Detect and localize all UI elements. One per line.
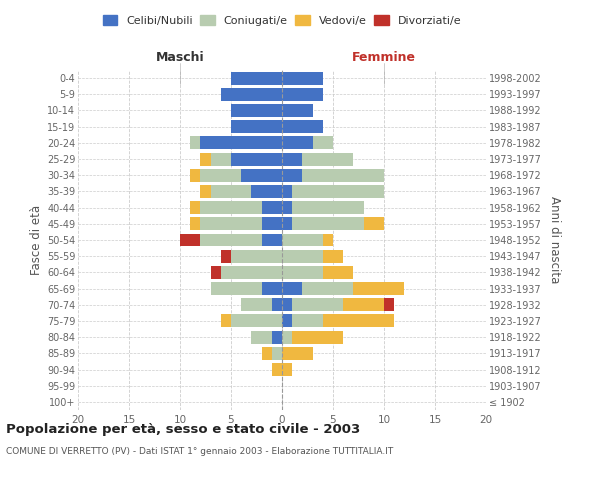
Bar — [282, 266, 323, 279]
Bar — [282, 218, 292, 230]
Bar — [241, 298, 272, 311]
Bar — [292, 185, 384, 198]
Bar — [200, 169, 241, 181]
Bar — [200, 185, 211, 198]
Bar — [323, 250, 343, 262]
Bar — [282, 72, 323, 85]
Bar — [282, 104, 313, 117]
Bar — [200, 152, 211, 166]
Bar — [313, 136, 333, 149]
Legend: Celibi/Nubili, Coniugati/e, Vedovi/e, Divorziati/e: Celibi/Nubili, Coniugati/e, Vedovi/e, Di… — [98, 10, 466, 30]
Bar — [262, 282, 282, 295]
Bar — [282, 152, 302, 166]
Bar — [282, 88, 323, 101]
Bar — [211, 152, 231, 166]
Bar — [292, 314, 323, 328]
Bar — [200, 234, 262, 246]
Bar — [262, 201, 282, 214]
Bar — [231, 120, 282, 133]
Bar — [282, 234, 323, 246]
Bar — [231, 314, 282, 328]
Bar — [282, 201, 292, 214]
Bar — [221, 314, 231, 328]
Bar — [200, 201, 262, 214]
Bar — [211, 282, 262, 295]
Bar — [231, 104, 282, 117]
Bar — [211, 185, 251, 198]
Bar — [200, 136, 282, 149]
Bar — [282, 282, 302, 295]
Bar — [364, 218, 384, 230]
Y-axis label: Fasce di età: Fasce di età — [29, 205, 43, 275]
Bar — [262, 234, 282, 246]
Bar — [384, 298, 394, 311]
Bar — [282, 169, 302, 181]
Bar — [190, 218, 200, 230]
Bar — [200, 218, 262, 230]
Bar — [292, 201, 364, 214]
Bar — [262, 218, 282, 230]
Text: Popolazione per età, sesso e stato civile - 2003: Popolazione per età, sesso e stato civil… — [6, 422, 360, 436]
Bar — [292, 298, 343, 311]
Bar — [282, 136, 313, 149]
Bar — [323, 266, 353, 279]
Text: Maschi: Maschi — [155, 50, 205, 64]
Bar — [343, 298, 384, 311]
Bar — [353, 282, 404, 295]
Bar — [231, 72, 282, 85]
Bar — [282, 250, 323, 262]
Bar — [251, 330, 272, 344]
Bar — [282, 120, 323, 133]
Bar — [323, 234, 333, 246]
Bar — [221, 266, 282, 279]
Bar — [302, 169, 384, 181]
Bar — [282, 314, 292, 328]
Bar — [262, 347, 272, 360]
Bar — [323, 314, 394, 328]
Text: COMUNE DI VERRETTO (PV) - Dati ISTAT 1° gennaio 2003 - Elaborazione TUTTITALIA.I: COMUNE DI VERRETTO (PV) - Dati ISTAT 1° … — [6, 448, 393, 456]
Bar — [302, 152, 353, 166]
Bar — [272, 363, 282, 376]
Bar — [292, 330, 343, 344]
Bar — [282, 185, 292, 198]
Text: Femmine: Femmine — [352, 50, 416, 64]
Bar — [190, 136, 200, 149]
Bar — [211, 266, 221, 279]
Bar — [282, 298, 292, 311]
Bar — [272, 298, 282, 311]
Bar — [221, 250, 231, 262]
Bar — [282, 347, 313, 360]
Bar — [272, 347, 282, 360]
Bar — [282, 363, 292, 376]
Bar — [190, 169, 200, 181]
Bar — [180, 234, 200, 246]
Bar — [272, 330, 282, 344]
Bar — [231, 152, 282, 166]
Bar — [282, 330, 292, 344]
Bar — [241, 169, 282, 181]
Bar — [231, 250, 282, 262]
Bar — [221, 88, 282, 101]
Y-axis label: Anni di nascita: Anni di nascita — [548, 196, 561, 284]
Bar — [190, 201, 200, 214]
Bar — [251, 185, 282, 198]
Bar — [292, 218, 364, 230]
Bar — [302, 282, 353, 295]
